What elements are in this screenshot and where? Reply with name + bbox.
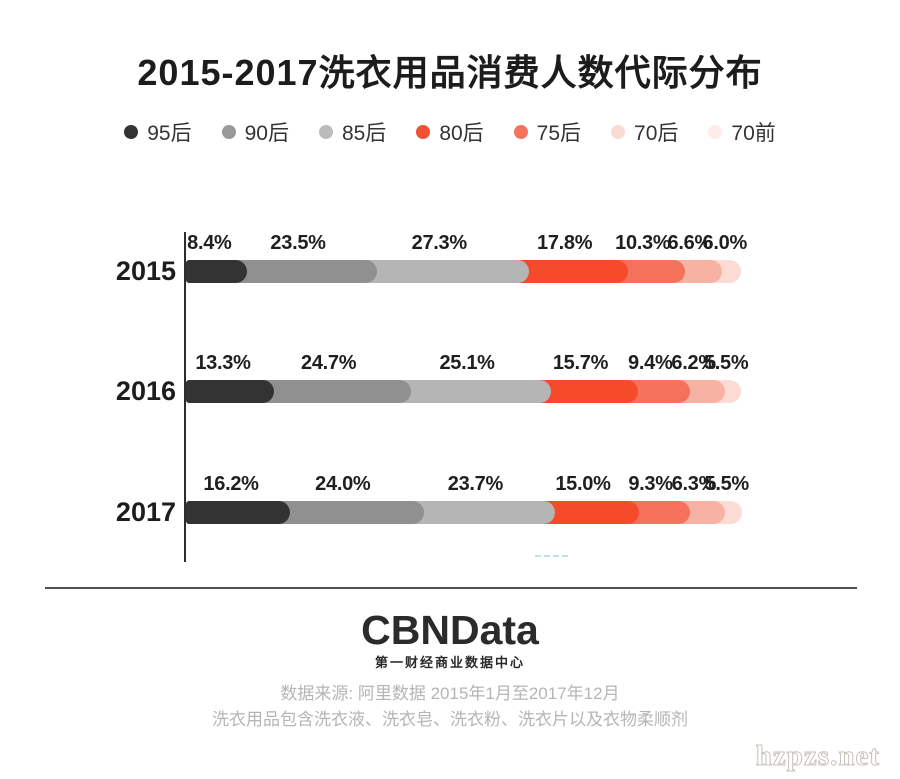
- value-label: 15.0%: [555, 473, 611, 495]
- bar-segment: [541, 501, 639, 524]
- y-axis-line: [184, 232, 186, 562]
- value-label: 6.2%: [671, 352, 716, 374]
- value-label: 17.8%: [537, 232, 593, 254]
- legend-dot-icon: [221, 125, 236, 139]
- legend-dot-icon: [124, 125, 139, 139]
- chart-legend: 95后 90后 85后 80后 75后 70后 70前: [0, 116, 900, 148]
- value-label: 23.7%: [447, 473, 504, 495]
- value-label: 9.4%: [628, 352, 673, 374]
- legend-item: 80后: [416, 117, 484, 147]
- dashed-mark-artifact: [535, 555, 568, 557]
- legend-dot-icon: [611, 125, 626, 139]
- value-label: 25.1%: [439, 352, 495, 374]
- legend-dot-icon: [513, 125, 528, 139]
- value-label: 6.6%: [667, 232, 713, 254]
- legend-item: 70前: [708, 117, 776, 147]
- data-source-note: 数据来源: 阿里数据 2015年1月至2017年12月: [280, 684, 620, 703]
- legend-item: 70后: [611, 117, 678, 147]
- footer-divider: [45, 587, 857, 589]
- legend-dot-icon: [708, 125, 723, 139]
- legend-label: 75后: [536, 122, 582, 145]
- bar-segment: [276, 501, 424, 524]
- site-watermark: hzpzs.net: [755, 740, 880, 773]
- category-label: 2015: [115, 256, 176, 286]
- legend-dot-icon: [416, 125, 431, 139]
- legend-label: 70前: [731, 122, 776, 145]
- value-label: 6.0%: [702, 232, 748, 254]
- category-label: 2016: [115, 376, 176, 406]
- cbndata-logo: CBNData: [361, 607, 539, 653]
- bar-segment: [397, 380, 551, 403]
- value-label: 13.3%: [195, 352, 251, 374]
- bar-segment: [232, 260, 378, 283]
- value-label: 27.3%: [411, 232, 468, 254]
- bar-segment: [186, 260, 247, 283]
- category-scope-note: 洗衣用品包含洗衣液、洗衣皂、洗衣粉、洗衣片以及衣物柔顺剂: [212, 710, 688, 729]
- value-label: 10.3%: [615, 232, 671, 254]
- value-label: 23.5%: [270, 232, 326, 254]
- legend-dot-icon: [318, 125, 333, 139]
- legend-item: 90后: [221, 117, 289, 147]
- legend-label: 95后: [147, 122, 192, 145]
- value-label: 15.7%: [552, 352, 609, 374]
- legend-label: 70后: [634, 122, 679, 145]
- value-label: 9.3%: [628, 473, 673, 495]
- bar-segment: [363, 260, 530, 283]
- value-label: 24.0%: [315, 473, 371, 495]
- bar-segment: [186, 380, 274, 403]
- value-label: 16.2%: [203, 473, 259, 495]
- value-label: 24.7%: [301, 352, 357, 374]
- bar-segment: [186, 501, 291, 524]
- category-label: 2017: [115, 497, 176, 527]
- value-label: 5.5%: [703, 352, 749, 374]
- page-title: 2015-2017洗衣用品消费人数代际分布: [137, 52, 763, 93]
- bar-segment: [624, 501, 691, 524]
- bar-segment: [624, 380, 691, 403]
- legend-item: 95后: [124, 117, 192, 147]
- value-label: 6.3%: [671, 473, 717, 495]
- bar-segment: [515, 260, 629, 283]
- bar-segment: [614, 260, 686, 283]
- legend-item: 75后: [513, 117, 582, 147]
- legend-label: 80后: [439, 122, 484, 145]
- cbndata-logo-subtitle: 第一财经商业数据中心: [374, 655, 525, 670]
- bar-segment: [259, 380, 412, 403]
- legend-item: 85后: [318, 117, 387, 147]
- bar-segment: [536, 380, 639, 403]
- bar-segment: [409, 501, 556, 524]
- value-label: 5.5%: [704, 473, 750, 495]
- bar-segment: [671, 260, 723, 283]
- value-label: 8.4%: [187, 232, 232, 254]
- legend-label: 85后: [341, 122, 387, 145]
- legend-label: 90后: [244, 122, 289, 145]
